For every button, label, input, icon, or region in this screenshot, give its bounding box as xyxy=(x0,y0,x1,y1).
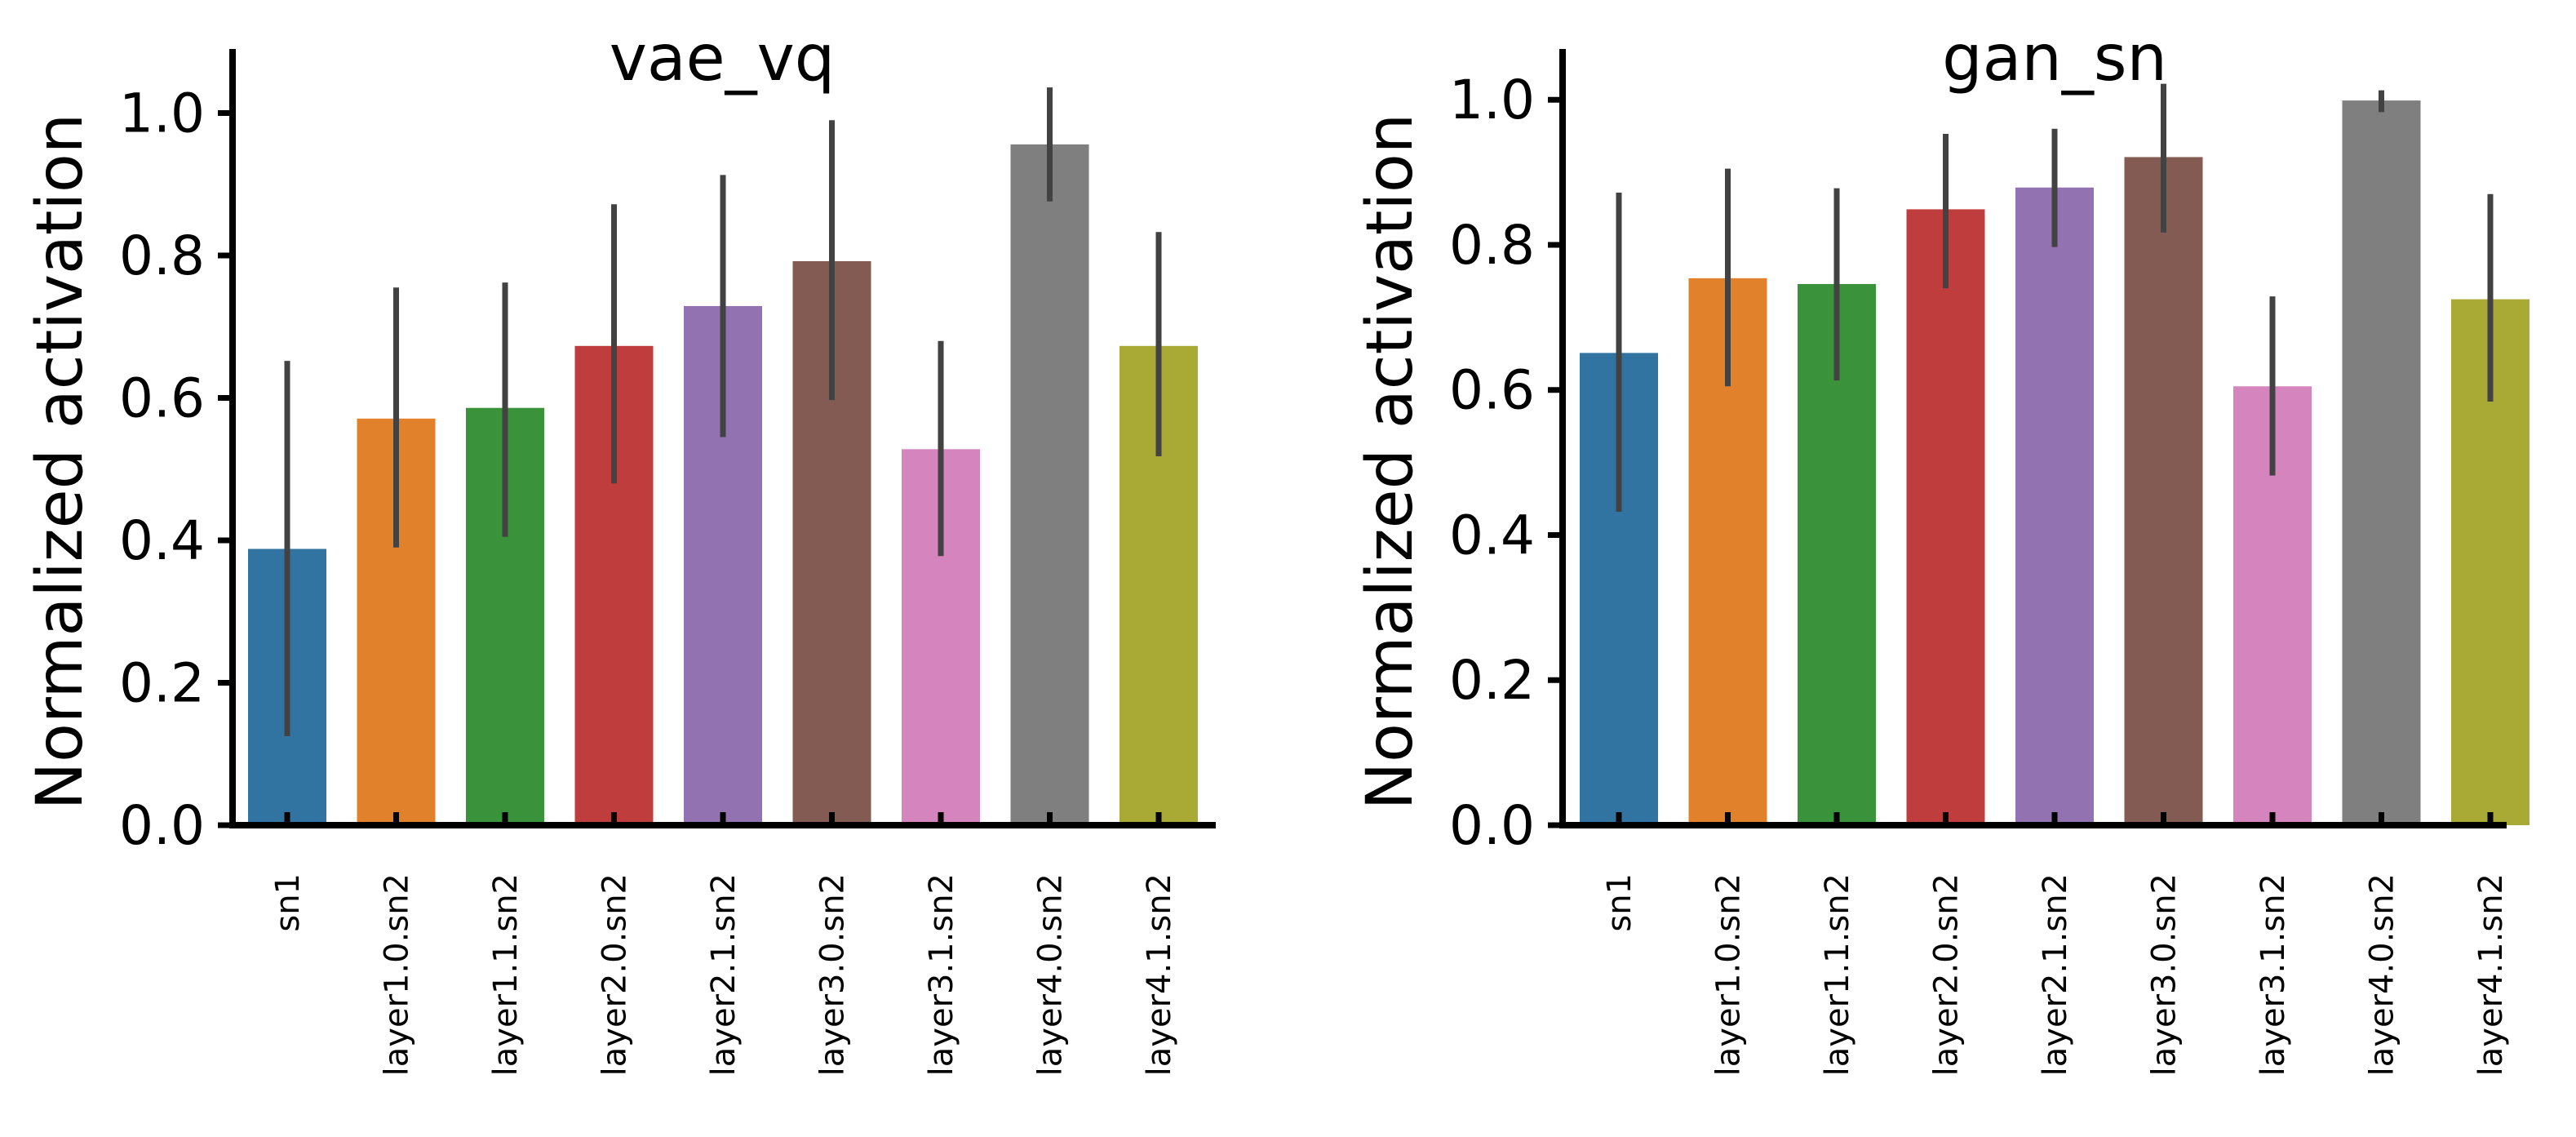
y-tick-label: 0.4 xyxy=(1449,504,1535,566)
y-tick-label: 0.2 xyxy=(119,652,205,715)
x-tick-label: layer2.0.sn2 xyxy=(596,873,634,1076)
chart-panel-vae-vq: vae_vq Normalized activation sn1 layer1.0.s… xyxy=(24,22,1216,1076)
x-tick-label: layer3.1.sn2 xyxy=(2255,873,2292,1076)
y-tick-label: 0.8 xyxy=(119,224,205,287)
x-tick-label: layer3.1.sn2 xyxy=(923,873,960,1076)
bar-layer2.0.sn2 xyxy=(1906,209,1985,825)
x-tick-label: layer1.0.sn2 xyxy=(379,873,416,1076)
y-tick-label: 0.6 xyxy=(1449,359,1535,422)
x-tick-label: layer2.0.sn2 xyxy=(1928,873,1966,1076)
y-tick-label: 0.0 xyxy=(1449,794,1535,857)
x-tick-label: sn1 xyxy=(1601,873,1638,932)
chart-title: vae_vq xyxy=(610,22,836,95)
x-tick-label: layer1.1.sn2 xyxy=(1819,873,1856,1076)
x-tick-label: layer3.0.sn2 xyxy=(2146,873,2184,1076)
y-axis-label: Normalized activation xyxy=(1354,113,1427,810)
y-tick-label: 0.4 xyxy=(119,509,205,572)
y-axis-label: Normalized activation xyxy=(24,113,97,810)
x-tick-label: layer2.1.sn2 xyxy=(2037,873,2074,1076)
chart-title: gan_sn xyxy=(1942,22,2167,95)
x-tick-label: sn1 xyxy=(269,873,307,932)
y-tick-label: 0.0 xyxy=(119,794,205,857)
y-tick-label: 1.0 xyxy=(1449,69,1535,131)
x-tick-label: layer4.0.sn2 xyxy=(2364,873,2401,1076)
x-tick-label: layer3.0.sn2 xyxy=(814,873,852,1076)
bar-layer4.0.sn2 xyxy=(2342,100,2421,825)
x-tick-label: layer4.1.sn2 xyxy=(1141,873,1178,1076)
y-tick-label: 1.0 xyxy=(119,82,205,145)
chart-panel-gan-sn: gan_sn Normalized activation sn1 layer1.0.s… xyxy=(1354,22,2529,1076)
x-tick-label: layer1.1.sn2 xyxy=(487,873,525,1076)
bar-layer4.0.sn2 xyxy=(1010,144,1089,825)
bar-layer2.1.sn2 xyxy=(2015,187,2094,826)
y-tick-label: 0.6 xyxy=(119,367,205,430)
y-tick-label: 0.8 xyxy=(1449,214,1535,277)
x-tick-label: layer4.0.sn2 xyxy=(1032,873,1070,1076)
x-tick-label: layer2.1.sn2 xyxy=(705,873,743,1076)
y-tick-label: 0.2 xyxy=(1449,649,1535,712)
x-tick-label: layer4.1.sn2 xyxy=(2472,873,2510,1076)
bar-layer3.0.sn2 xyxy=(2124,157,2203,826)
x-tick-label: layer1.0.sn2 xyxy=(1710,873,1748,1076)
